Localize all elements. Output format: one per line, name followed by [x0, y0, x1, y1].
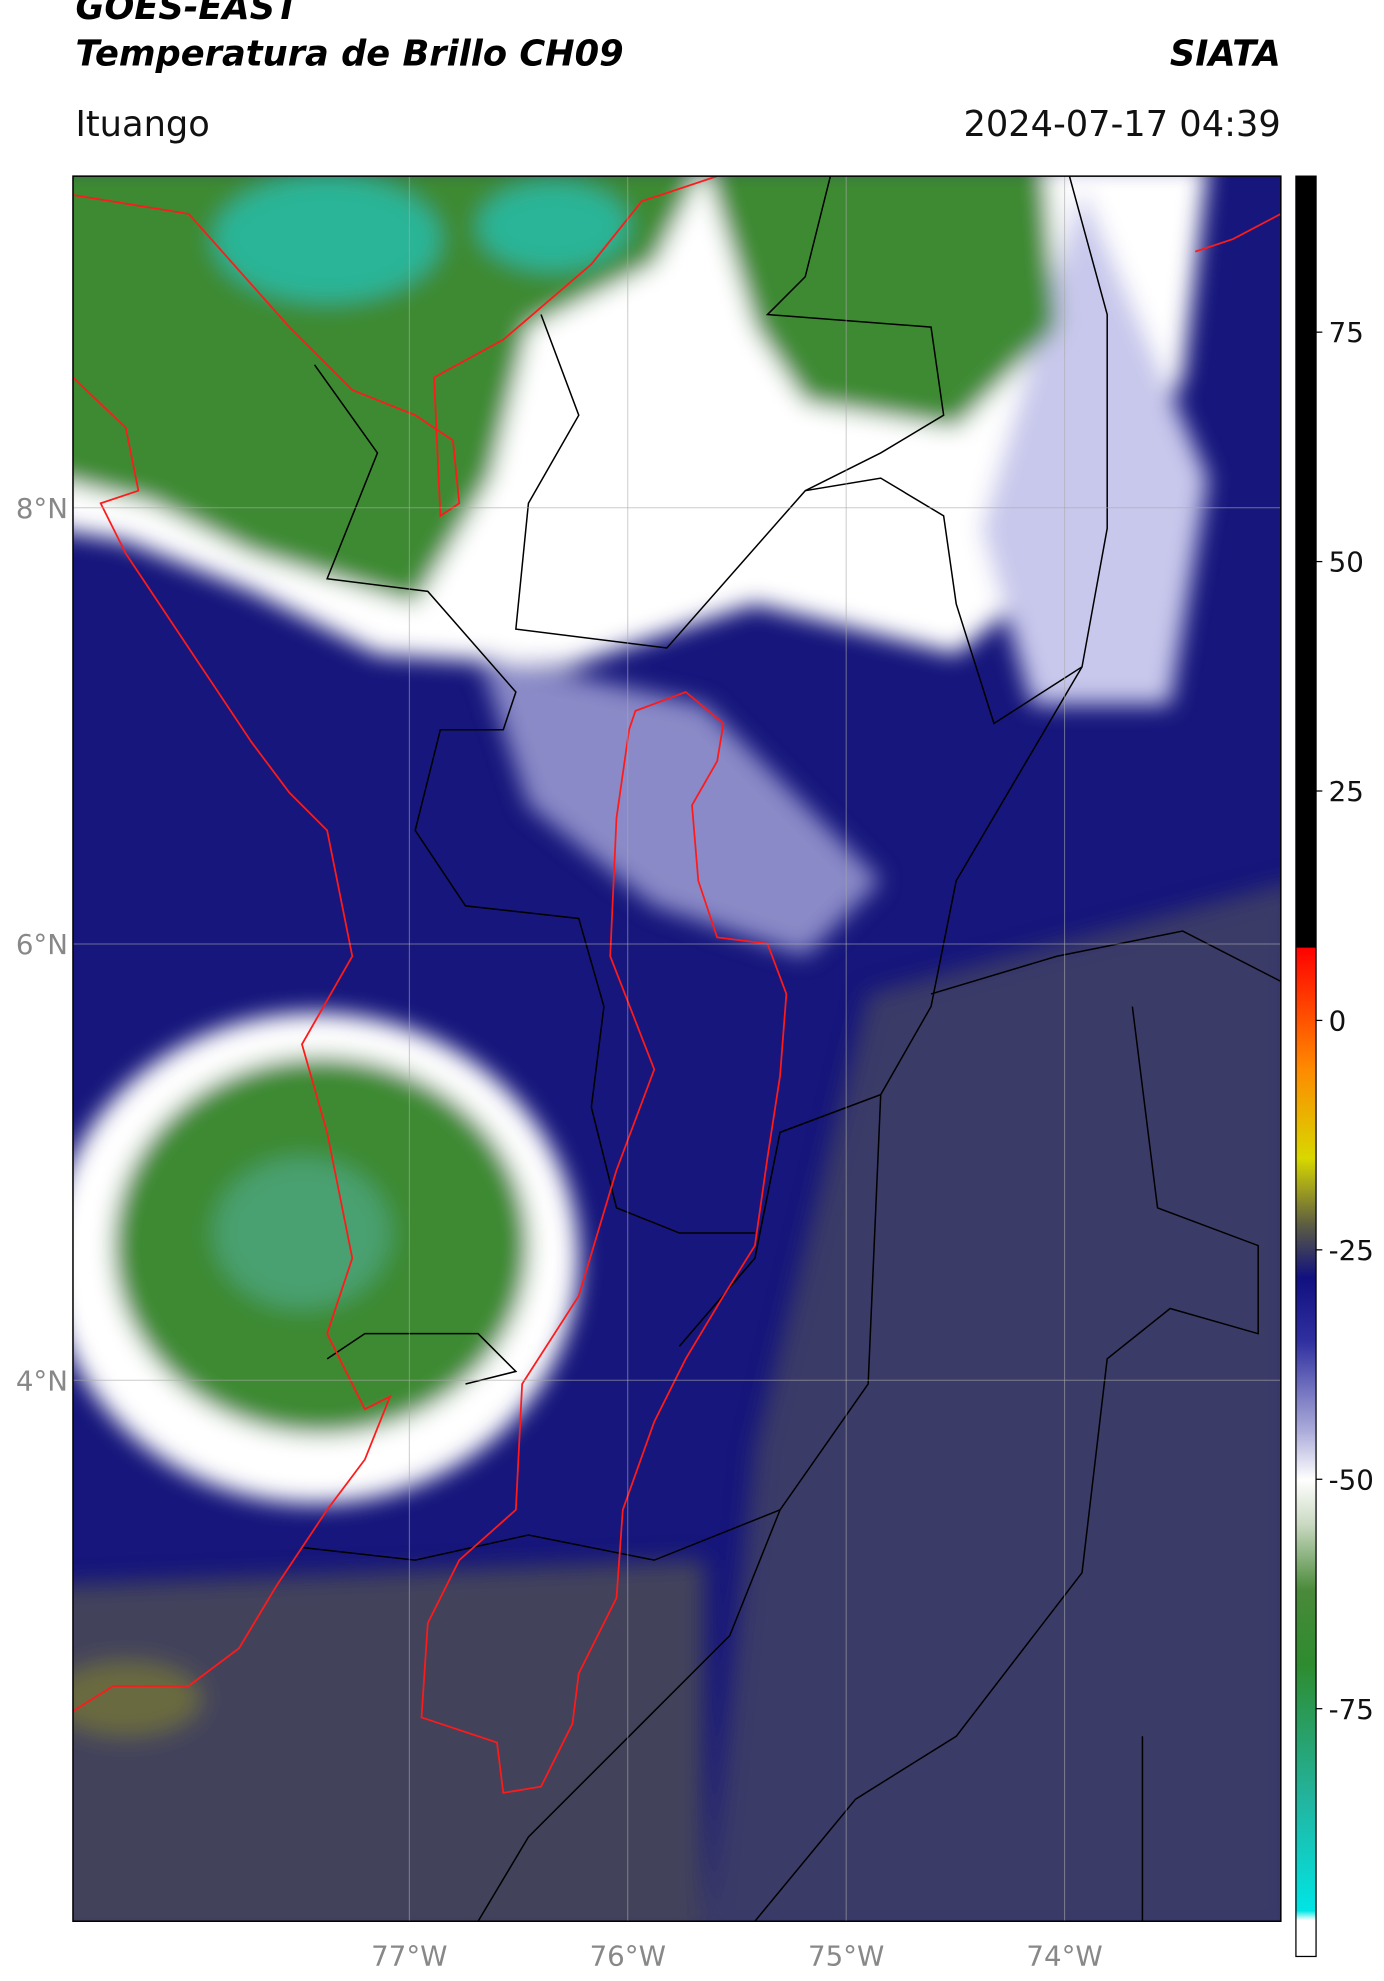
subtitle: Temperatura de Brillo CH09: [75, 33, 623, 74]
border: [313, 364, 755, 1234]
region-outline: [420, 690, 788, 1794]
colorbar-segment: [1295, 1479, 1317, 1526]
colorbar: [1295, 176, 1317, 1958]
title: GOES-EAST: [75, 0, 302, 28]
warm-spot: [72, 1660, 202, 1737]
colorbar-tick-label: 25: [1329, 775, 1364, 808]
location: Ituango: [75, 104, 209, 145]
warm-region: [72, 1560, 705, 1922]
coldest-core: [478, 182, 630, 271]
x-tick-label: 76°W: [590, 1939, 666, 1972]
y-tick-label: 6°N: [16, 928, 68, 961]
x-tick-label: 75°W: [808, 1939, 884, 1972]
colorbar-tick-label: -75: [1329, 1693, 1374, 1726]
red-outlines: [72, 176, 1281, 1794]
colorbar-segment: [1295, 947, 1317, 1067]
warm-region: [706, 884, 1281, 1922]
border: [754, 1006, 1259, 1922]
colorbar-tick-label: -25: [1329, 1234, 1374, 1267]
colorbar-tick-label: 50: [1329, 546, 1364, 579]
cold-core: [708, 176, 1057, 428]
colorbar-segment: [1295, 1662, 1317, 1802]
colorbar-segment: [1295, 1433, 1317, 1480]
colorbar-segment: [1295, 1525, 1317, 1591]
coldest-core: [213, 176, 441, 302]
colorbar-segment: [1295, 1919, 1317, 1958]
datetime: 2024-07-17 04:39: [963, 104, 1280, 145]
y-tick-label: 4°N: [16, 1364, 68, 1397]
colorbar-tick-label: -50: [1329, 1463, 1374, 1496]
cold-streak: [981, 188, 1208, 705]
coldest-core: [213, 1157, 391, 1309]
cloud-field: [72, 176, 1281, 1922]
colorbar-segment: [1295, 1341, 1317, 1435]
brand: SIATA: [1170, 33, 1281, 74]
colorbar-segment: [1295, 1158, 1317, 1223]
colorbar-segment: [1295, 1222, 1317, 1279]
colorbar-tick-label: 75: [1329, 316, 1364, 349]
coastline: [72, 376, 392, 1712]
y-tick-label: 8°N: [16, 492, 68, 525]
border: [515, 176, 1108, 725]
coastline: [1194, 213, 1281, 253]
colorbar-segment: [1295, 1589, 1317, 1664]
border: [765, 176, 945, 492]
cold-streak: [478, 654, 881, 957]
x-tick-label: 77°W: [371, 1939, 447, 1972]
colorbar-segment: [1295, 1800, 1317, 1912]
x-tick-label: 74°W: [1026, 1939, 1102, 1972]
colorbar-tick-label: 0: [1329, 1004, 1347, 1037]
map-imagery: [72, 176, 1281, 1922]
colorbar-segment: [1295, 1910, 1317, 1921]
colorbar-segment: [1295, 176, 1317, 948]
border: [326, 1332, 518, 1385]
graticule: [72, 176, 1281, 1922]
borders: [301, 176, 1281, 1922]
border: [301, 1509, 781, 1561]
colorbar-frame: [1295, 175, 1317, 1958]
cold-core: [72, 176, 699, 604]
map-frame: [72, 175, 1282, 1922]
colorbar-segment: [1295, 1066, 1317, 1159]
coastline: [72, 176, 718, 518]
border: [477, 1094, 882, 1922]
colorbar-segment: [1295, 1277, 1317, 1343]
